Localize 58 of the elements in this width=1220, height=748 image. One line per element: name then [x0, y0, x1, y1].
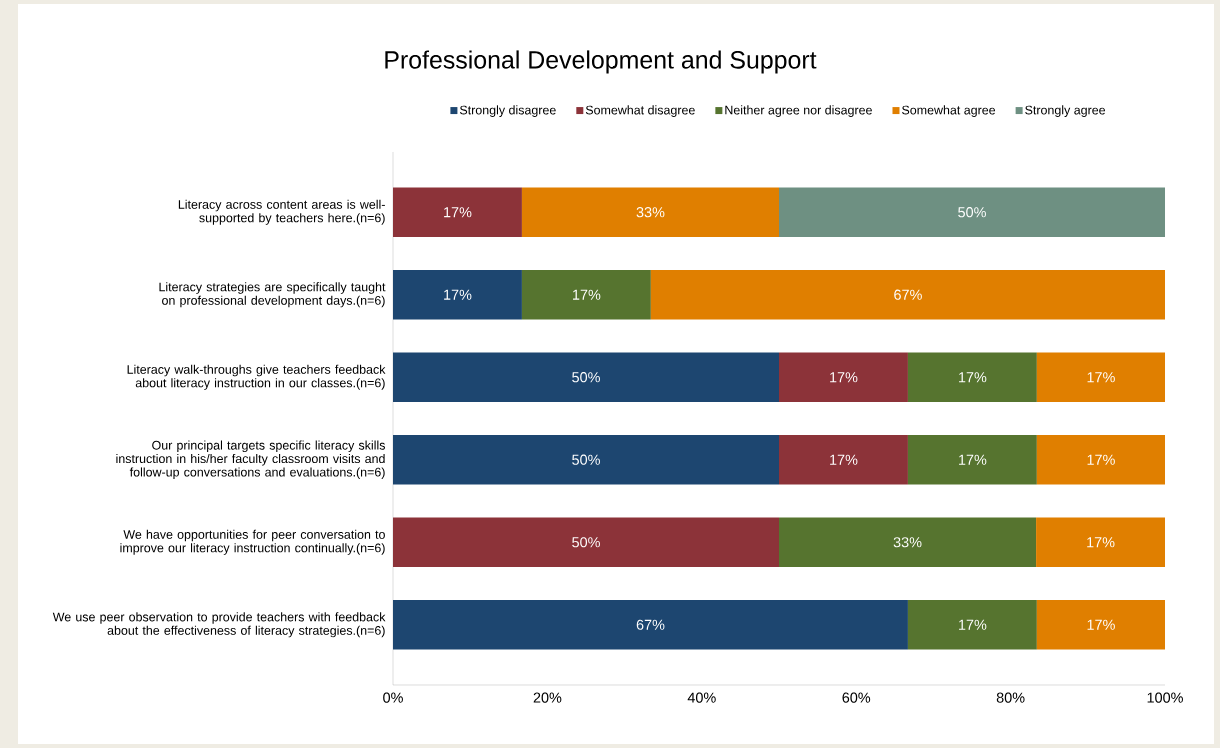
- data-label: 17%: [444, 289, 472, 300]
- bar: [393, 517, 780, 568]
- legend-label: Strongly disagree: [459, 105, 556, 117]
- data-label: 17%: [959, 619, 987, 630]
- data-label: 17%: [1087, 619, 1115, 630]
- data-label: 33%: [636, 207, 665, 218]
- bar: [1036, 600, 1166, 650]
- legend-label: Neither agree nor disagree: [725, 105, 872, 117]
- bar: [521, 187, 780, 237]
- data-label: 67%: [894, 289, 922, 300]
- x-tick-label: 80%: [996, 692, 1025, 703]
- bar: [779, 352, 908, 402]
- data-label: 50%: [572, 454, 600, 465]
- bar: [779, 434, 908, 485]
- bar: [1036, 434, 1166, 485]
- y-tick-label: Our principal targets specific literacy skills instruction in his/her faculty classroom visits and follow-up conversations and evaluations.(n=6): [116, 440, 385, 479]
- bar: [1036, 517, 1166, 568]
- data-label: 17%: [1087, 454, 1115, 465]
- legend-label: Somewhat agree: [902, 105, 996, 117]
- bar: [393, 269, 522, 320]
- bar: [393, 600, 908, 650]
- data-label: 17%: [444, 207, 472, 218]
- data-label: 50%: [572, 372, 600, 383]
- bar: [650, 269, 1166, 320]
- data-label: 67%: [636, 619, 665, 630]
- bar: [393, 434, 780, 485]
- bar: [907, 352, 1037, 402]
- data-label: 50%: [958, 207, 986, 218]
- bar: [1036, 352, 1166, 402]
- data-label: 17%: [1087, 372, 1115, 383]
- legend-label: Strongly agree: [1025, 105, 1106, 117]
- data-label: 17%: [1087, 537, 1115, 548]
- y-tick-label: Literacy walk-throughs give teachers feedback about literacy instruction in our classes.(n=6): [127, 364, 386, 390]
- x-tick-label: 0%: [383, 692, 403, 703]
- y-tick-label: Literacy across content areas is well-supported by teachers here.(n=6): [178, 199, 385, 225]
- bar: [779, 187, 1166, 237]
- data-label: 17%: [573, 289, 601, 300]
- chart-title: Professional Development and Support: [385, 50, 817, 74]
- bar: [779, 517, 1037, 568]
- x-tick-label: 20%: [533, 692, 562, 703]
- bar: [521, 269, 651, 320]
- data-label: 17%: [959, 372, 987, 383]
- bar: [907, 434, 1037, 485]
- legend-label: Somewhat disagree: [585, 105, 695, 117]
- x-tick-label: 60%: [842, 692, 871, 703]
- bar: [907, 600, 1037, 650]
- data-label: 33%: [893, 537, 922, 548]
- bar: [393, 187, 522, 237]
- y-tick-label: We have opportunities for peer conversation to improve our literacy instruction continually.(n=6): [120, 529, 385, 555]
- x-tick-label: 100%: [1147, 692, 1183, 703]
- data-label: 50%: [572, 537, 600, 548]
- data-label: 17%: [830, 372, 858, 383]
- data-label: 17%: [959, 454, 987, 465]
- y-tick-label: We use peer observation to provide teachers with feedback about the effectiveness of literacy strategies.(n=6): [52, 612, 386, 638]
- data-label: 17%: [830, 454, 858, 465]
- y-tick-label: Literacy strategies are specifically taught on professional development days.(n=6): [159, 282, 386, 308]
- bar: [393, 352, 780, 402]
- x-tick-label: 40%: [687, 692, 716, 703]
